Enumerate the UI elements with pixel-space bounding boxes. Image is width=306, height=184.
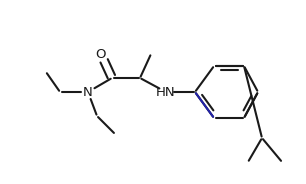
Text: HN: HN xyxy=(156,86,176,98)
Text: O: O xyxy=(96,47,106,61)
Text: N: N xyxy=(83,86,93,98)
